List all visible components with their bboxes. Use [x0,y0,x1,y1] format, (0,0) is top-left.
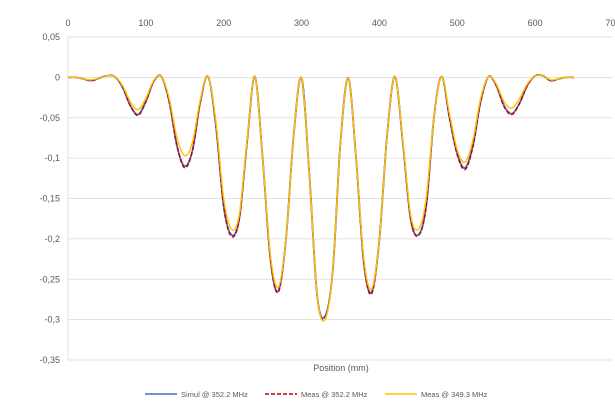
tick-labels: 0,05 0 -0,05 -0,1 -0,15 -0,2 -0,25 -0,3 -0,35 0 10… [39,18,615,365]
y-tick-label: -0,3 [44,315,60,325]
x-tick-label: 100 [138,18,153,28]
y-tick-label: -0,35 [39,355,60,365]
x-tick-label: 600 [528,18,543,28]
series-line-2 [67,74,575,321]
gridlines [68,36,613,361]
y-tick-label: -0,2 [44,234,60,244]
y-tick-label: -0,1 [44,153,60,163]
legend-label: Meas @ 352.2 MHz [301,390,368,399]
legend: Simul @ 352.2 MHz Meas @ 352.2 MHz Meas @ … [145,390,488,399]
legend-label: Meas @ 349.3 MHz [421,390,488,399]
x-axis-title: Position (mm) [313,363,369,373]
y-tick-label: -0,05 [39,113,60,123]
x-tick-label: 700 [605,18,615,28]
series-line-3 [67,74,575,322]
y-tick-label: -0,15 [39,194,60,204]
x-tick-label: 400 [372,18,387,28]
y-tick-label: -0,25 [39,274,60,284]
series-lines [67,73,575,322]
series-line-1 [67,73,575,320]
x-tick-label: 500 [450,18,465,28]
y-tick-label: 0,05 [42,32,60,42]
legend-label: Simul @ 352.2 MHz [181,390,248,399]
x-tick-label: 200 [216,18,231,28]
y-tick-label: 0 [55,72,60,82]
x-tick-label: 300 [294,18,309,28]
x-tick-label: 0 [65,18,70,28]
